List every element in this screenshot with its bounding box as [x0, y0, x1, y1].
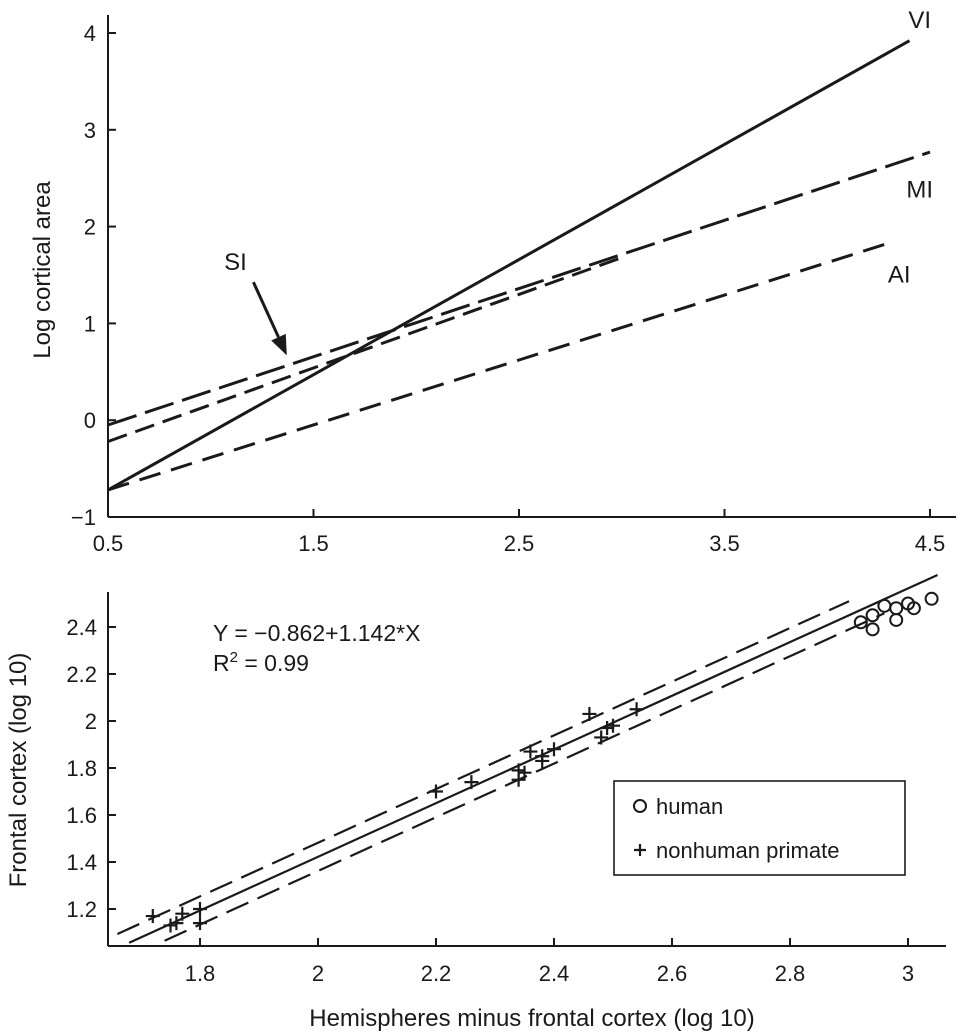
human-point — [865, 622, 880, 637]
frontal-cortex-panel: 1.2 1.4 1.6 1.8 2 2.2 2.4 1.8 2 2.2 2.4 2.6 2.8 3 He… — [5, 573, 946, 1032]
x-tick-label: 0.5 — [93, 531, 124, 556]
nonhuman-primate-point — [600, 721, 615, 736]
nonhuman-primate-point — [464, 775, 479, 790]
r-squared-prefix: R — [213, 650, 230, 676]
bottom-y-ticks: 1.2 1.4 1.6 1.8 2 2.2 2.4 — [66, 615, 116, 922]
y-tick-label: 1.8 — [66, 756, 97, 781]
x-tick-label: 2.2 — [421, 961, 452, 986]
top-annotations: VI MI AI SI — [224, 7, 933, 356]
legend-box — [613, 780, 906, 876]
label-ai: AI — [888, 262, 911, 289]
nonhuman-primate-point — [582, 706, 597, 721]
label-vi: VI — [908, 7, 931, 34]
series-line-mi — [107, 150, 931, 427]
x-tick-label: 2.5 — [504, 531, 535, 556]
nonhuman-primate-point — [163, 918, 178, 933]
label-si: SI — [224, 249, 247, 276]
nonhuman-primate-point — [523, 744, 538, 759]
series-line-vi — [107, 39, 911, 492]
si-arrow-head — [271, 333, 287, 356]
legend-human-label: human — [656, 794, 723, 819]
top-y-ticks: −1 0 1 2 3 4 — [71, 21, 116, 530]
r-squared-exponent: 2 — [230, 649, 238, 666]
y-tick-label: 1 — [84, 311, 96, 336]
human-point — [889, 612, 904, 627]
si-arrow-shaft — [252, 281, 280, 338]
nonhuman-primate-point — [535, 749, 550, 764]
nonhuman-primate-point — [594, 730, 609, 745]
legend-human-marker — [633, 799, 647, 813]
y-tick-label: 1.6 — [66, 803, 97, 828]
y-tick-label: 1.2 — [66, 897, 97, 922]
regression-equation: Y = −0.862+1.142*X — [213, 620, 420, 646]
upper-confidence-line — [116, 600, 850, 936]
top-series-lines — [107, 39, 931, 492]
x-tick-label: 2.6 — [657, 961, 688, 986]
y-tick-label: 3 — [84, 118, 96, 143]
bottom-x-axis-title: Hemispheres minus frontal cortex (log 10… — [309, 1005, 755, 1032]
nonhuman-primate-point — [547, 742, 561, 757]
scatter-points — [145, 591, 939, 933]
x-tick-label: 2.8 — [775, 961, 806, 986]
y-tick-label: 1.4 — [66, 850, 97, 875]
x-tick-label: 1.5 — [298, 531, 329, 556]
nonhuman-primate-point — [517, 765, 532, 780]
x-tick-label: 3 — [902, 961, 914, 986]
nonhuman-primate-point — [429, 784, 443, 799]
y-tick-label: −1 — [71, 505, 96, 530]
r-squared: R2 = 0.99 — [213, 649, 309, 676]
y-tick-label: 2 — [85, 709, 97, 734]
human-point — [889, 601, 904, 616]
human-point — [906, 601, 921, 616]
x-tick-label: 2.4 — [539, 961, 570, 986]
nonhuman-primate-point — [629, 702, 644, 717]
human-point — [877, 598, 892, 613]
legend-nonhuman-marker — [634, 844, 646, 856]
series-line-ai — [107, 241, 890, 492]
nonhuman-primate-point — [169, 916, 184, 931]
nonhuman-primate-point — [145, 909, 160, 924]
nonhuman-primate-point — [511, 763, 526, 778]
regression-line — [128, 573, 938, 944]
legend-nonhuman-label: nonhuman primate — [656, 838, 839, 863]
bottom-y-axis-title: Frontal cortex (log 10) — [5, 653, 32, 888]
top-x-ticks: 0.5 1.5 2.5 3.5 4.5 — [93, 509, 946, 556]
nonhuman-primate-point — [175, 906, 190, 921]
nonhuman-primate-point — [606, 718, 620, 733]
nonhuman-primate-point — [193, 916, 207, 931]
label-mi: MI — [906, 177, 933, 204]
y-tick-label: 2.4 — [66, 615, 97, 640]
human-point — [924, 591, 939, 606]
human-point — [865, 608, 880, 623]
x-tick-label: 2 — [312, 961, 324, 986]
y-tick-label: 2.2 — [66, 662, 97, 687]
x-tick-label: 4.5 — [915, 531, 946, 556]
x-tick-label: 3.5 — [709, 531, 740, 556]
x-tick-label: 1.8 — [185, 961, 216, 986]
legend: human nonhuman primate — [613, 780, 906, 876]
y-tick-label: 0 — [84, 408, 96, 433]
cortical-area-panel: −1 0 1 2 3 4 0.5 1.5 2.5 3.5 4.5 Log cortical are… — [29, 7, 956, 556]
human-point — [853, 615, 868, 630]
series-line-si — [107, 256, 623, 443]
y-tick-label: 2 — [84, 215, 96, 240]
bottom-x-ticks: 1.8 2 2.2 2.4 2.6 2.8 3 — [185, 938, 914, 986]
nonhuman-primate-point — [193, 902, 207, 916]
y-tick-label: 4 — [84, 21, 96, 46]
r-squared-value: = 0.99 — [238, 650, 309, 676]
top-y-axis-title: Log cortical area — [29, 181, 56, 359]
